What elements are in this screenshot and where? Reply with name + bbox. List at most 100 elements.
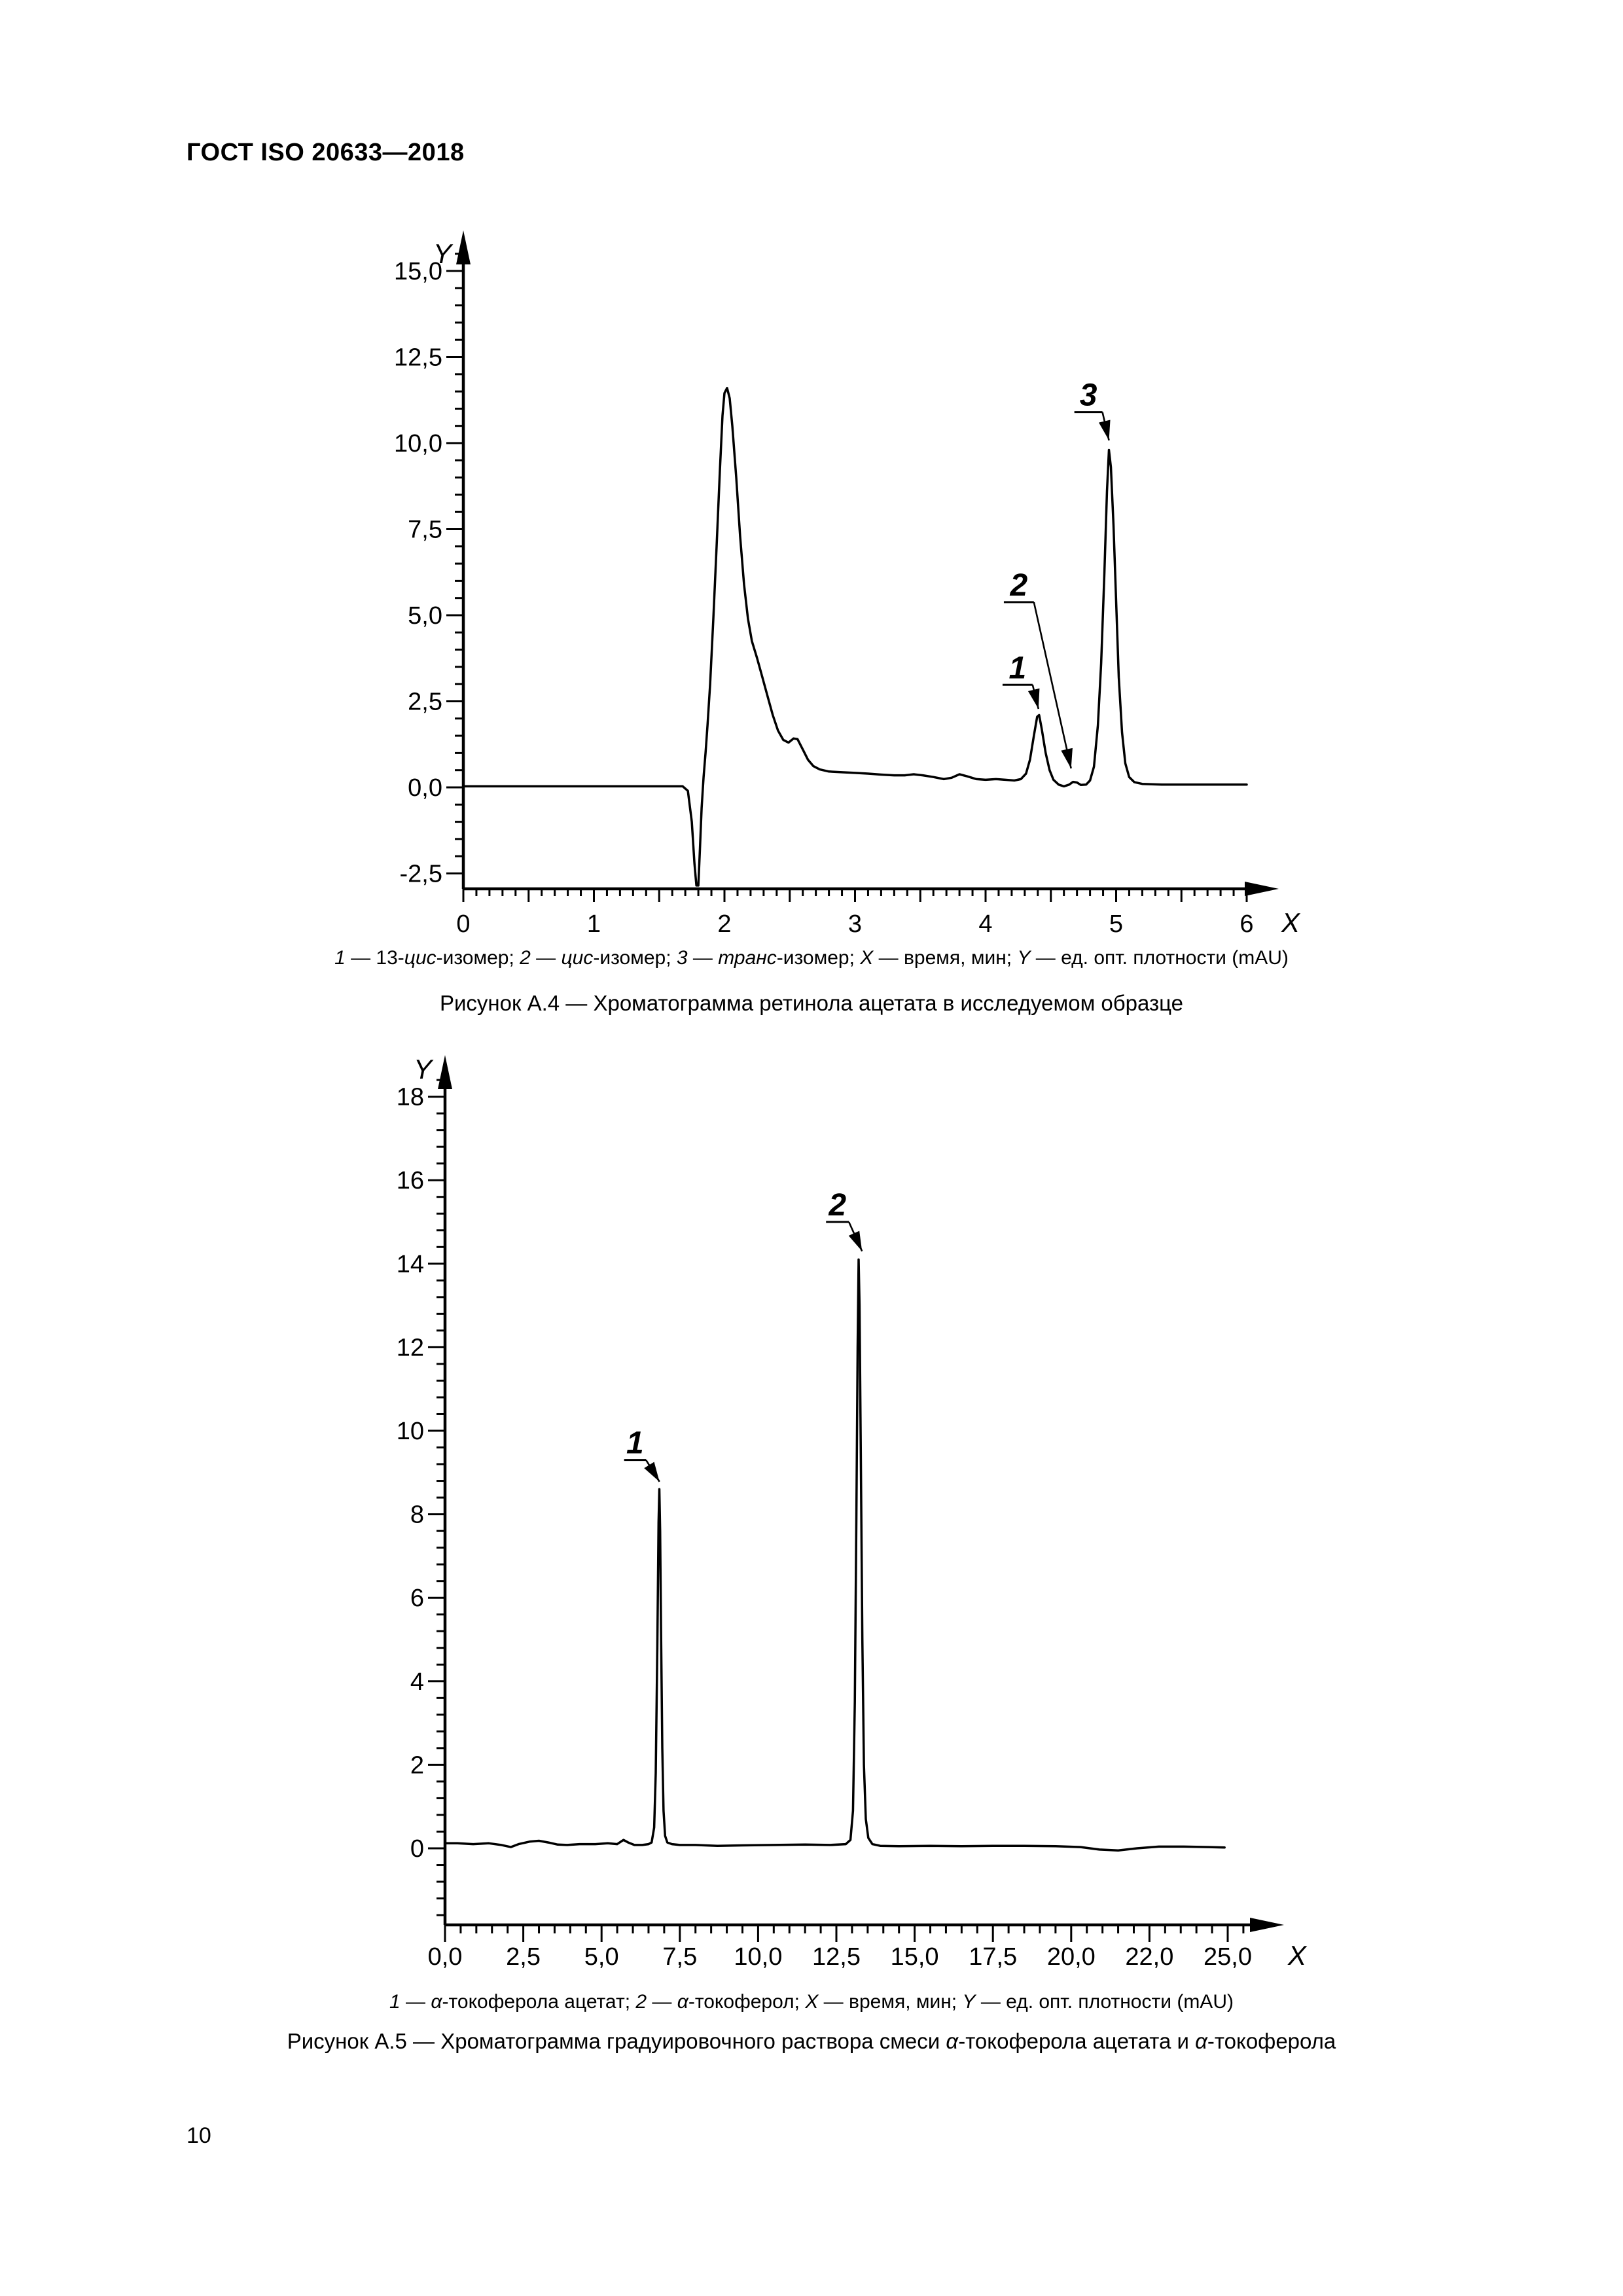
caption-segment: —: [530, 947, 562, 969]
caption-segment: -изомер;: [776, 947, 861, 969]
peak-number: 1: [626, 1426, 644, 1461]
figure-a4-title: Рисунок А.4 — Хроматограмма ретинола аце…: [157, 990, 1466, 1016]
caption-segment: -изомер;: [436, 947, 520, 969]
svg-text:15,0: 15,0: [394, 258, 442, 285]
x-axis-tick-labels: 0,0 2,5 5,0 7,5 10,0 12,5 15,0 17,5 20,0 22,0 25,0: [428, 1943, 1252, 1971]
caption-segment: -токоферола ацетат;: [442, 1991, 636, 2013]
y-axis-ticks: [446, 253, 463, 874]
caption-segment: α: [677, 1991, 688, 2013]
axis-letters: YX: [414, 1054, 1308, 1971]
peak-number: 2: [1010, 568, 1028, 603]
caption-segment: α: [946, 2029, 959, 2053]
peak-number: 3: [1080, 378, 1097, 413]
caption-segment: — ед. опт. плотности (mAU): [1030, 947, 1289, 969]
figure-a5-legend: 1 — α-токоферола ацетат; 2 — α-токоферол…: [157, 1990, 1466, 2015]
svg-text:22,0: 22,0: [1125, 1943, 1173, 1971]
svg-text:5: 5: [1109, 910, 1123, 938]
svg-text:7,5: 7,5: [408, 516, 442, 544]
y-axis-label: Y: [433, 238, 454, 269]
svg-text:2: 2: [717, 910, 731, 938]
chromatogram-curve: [462, 387, 1248, 887]
caption-segment: Рисунок А.5 — Хроматограмма градуировочн…: [287, 2029, 946, 2053]
axes: [438, 1055, 1284, 1932]
page-number: 10: [187, 2123, 211, 2148]
svg-text:0: 0: [410, 1835, 424, 1863]
peak-annotation-1: 1: [1002, 651, 1040, 709]
caption-segment: 3: [676, 947, 688, 969]
x-axis-ticks: [444, 1925, 1245, 1942]
svg-text:25,0: 25,0: [1204, 1943, 1252, 1971]
caption-segment: -токоферол;: [688, 1991, 806, 2013]
svg-text:17,5: 17,5: [969, 1943, 1017, 1971]
figure-a5-title: Рисунок А.5 — Хроматограмма градуировочн…: [157, 2028, 1466, 2054]
x-axis-label: X: [1281, 907, 1301, 938]
caption-segment: Рисунок А.4 — Хроматограмма ретинола аце…: [439, 991, 1184, 1015]
caption-segment: -токоферола: [1207, 2029, 1336, 2053]
caption-segment: X: [805, 1991, 819, 2013]
svg-text:10,0: 10,0: [394, 430, 442, 457]
svg-text:-2,5: -2,5: [400, 861, 442, 888]
svg-text:16: 16: [397, 1167, 424, 1194]
peak-annotation-3: 3: [1074, 378, 1111, 441]
svg-text:2,5: 2,5: [506, 1943, 541, 1971]
svg-text:5,0: 5,0: [408, 602, 442, 630]
caption-segment: 1: [389, 1991, 401, 2013]
axis-letters: YX: [433, 238, 1301, 938]
svg-text:10,0: 10,0: [734, 1943, 782, 1971]
svg-text:3: 3: [848, 910, 862, 938]
caption-segment: цис: [561, 947, 594, 969]
svg-text:20,0: 20,0: [1047, 1943, 1096, 1971]
y-axis-tick-labels: 18 16 14 12 10 8 6 4 2 0: [397, 1084, 424, 1863]
y-axis-tick-labels: 15,0 12,5 10,0 7,5 5,0 2,5 0,0 -2,5: [394, 258, 442, 888]
peak-annotation-1: 1: [624, 1426, 660, 1482]
svg-text:12,5: 12,5: [394, 344, 442, 372]
peak-annotation-2: 2: [1003, 568, 1073, 769]
caption-segment: — ед. опт. плотности (mAU): [975, 1991, 1234, 2013]
peak-number: 2: [828, 1188, 846, 1223]
svg-text:4: 4: [978, 910, 992, 938]
svg-text:6: 6: [1240, 910, 1253, 938]
caption-segment: транс: [718, 947, 777, 969]
svg-text:12: 12: [397, 1334, 424, 1361]
caption-segment: 1: [334, 947, 346, 969]
caption-segment: Y: [962, 1991, 976, 2013]
caption-segment: —: [687, 947, 719, 969]
caption-segment: 2: [520, 947, 531, 969]
caption-segment: -изомер;: [593, 947, 677, 969]
svg-text:0,0: 0,0: [408, 774, 442, 802]
svg-text:7,5: 7,5: [662, 1943, 697, 1971]
svg-text:0: 0: [456, 910, 470, 938]
svg-text:2,5: 2,5: [408, 689, 442, 716]
x-axis-label: X: [1287, 1940, 1308, 1971]
x-axis-ticks: [462, 889, 1248, 902]
x-axis-tick-labels: 0 1 2 3 4 5 6: [456, 910, 1253, 938]
figure-a4-legend: 1 — 13-цис-изомер; 2 — цис-изомер; 3 — т…: [157, 946, 1466, 971]
svg-text:0,0: 0,0: [428, 1943, 463, 1971]
caption-segment: — время, мин;: [873, 947, 1018, 969]
peak-annotation-2: 2: [826, 1188, 863, 1252]
peak-number: 1: [1009, 651, 1027, 685]
svg-text:14: 14: [397, 1251, 424, 1278]
svg-text:18: 18: [397, 1084, 424, 1111]
caption-segment: —: [400, 1991, 431, 2013]
caption-segment: α: [1195, 2029, 1207, 2053]
svg-text:10: 10: [397, 1418, 424, 1445]
svg-text:12,5: 12,5: [812, 1943, 861, 1971]
caption-segment: цис: [404, 947, 437, 969]
caption-segment: Y: [1017, 947, 1031, 969]
chromatogram-curve: [444, 1258, 1226, 1852]
caption-segment: — время, мин;: [818, 1991, 963, 2013]
y-axis-ticks: [428, 1079, 445, 1916]
y-axis-label: Y: [414, 1054, 434, 1085]
caption-segment: —: [647, 1991, 677, 2013]
caption-segment: X: [860, 947, 874, 969]
page-header: ГОСТ ISO 20633—2018: [187, 139, 465, 166]
svg-text:1: 1: [587, 910, 601, 938]
caption-segment: — 13-: [345, 947, 404, 969]
svg-text:2: 2: [410, 1751, 424, 1779]
caption-segment: 2: [635, 1991, 647, 2013]
svg-text:5,0: 5,0: [584, 1943, 619, 1971]
